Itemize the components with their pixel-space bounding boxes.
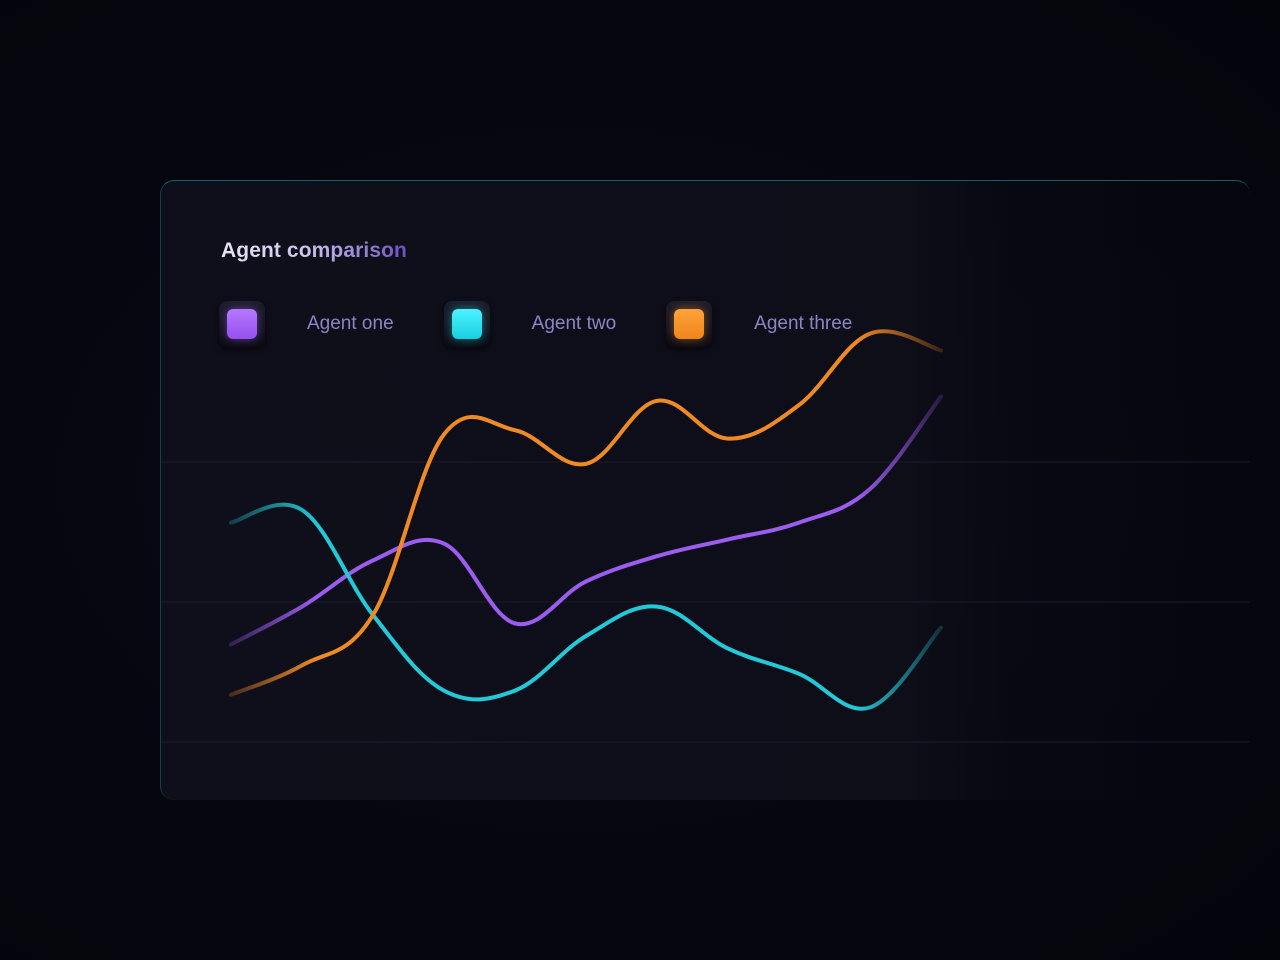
data-point-agent-three-3 <box>438 428 450 440</box>
data-point-agent-three-7 <box>722 433 734 445</box>
data-point-agent-two-7 <box>722 643 734 655</box>
data-point-agent-three-5 <box>580 458 592 470</box>
data-point-agent-one-1 <box>296 601 308 613</box>
data-point-agent-three-2 <box>367 609 379 621</box>
data-point-agent-three-6 <box>651 395 663 407</box>
legend-swatch-frame <box>666 301 713 347</box>
legend-label-agent-two: Agent two <box>531 313 617 334</box>
legend-swatch-frame <box>443 301 490 347</box>
data-point-agent-two-8 <box>793 668 805 680</box>
data-point-agent-three-9 <box>864 328 876 340</box>
data-point-agent-one-9 <box>864 483 876 495</box>
data-point-agent-two-1 <box>296 504 308 516</box>
data-point-agent-one-7 <box>722 533 734 545</box>
chart-card: Agent comparison Agent one Agent two Age… <box>160 180 1250 800</box>
data-point-agent-three-4 <box>509 424 521 436</box>
legend-label-agent-one: Agent one <box>307 313 394 334</box>
data-point-agent-two-5 <box>580 630 592 642</box>
legend-swatch-agent-one <box>227 309 257 339</box>
chart-legend: Agent one Agent two Agent three <box>219 299 902 349</box>
legend-swatch-agent-two <box>451 309 482 339</box>
legend-swatch-agent-three <box>674 309 705 339</box>
data-point-agent-two-4 <box>509 685 521 697</box>
data-point-agent-one-2 <box>367 554 379 566</box>
legend-label-agent-three: Agent three <box>754 313 853 334</box>
data-point-agent-three-10 <box>935 344 947 356</box>
line-chart <box>161 328 1250 743</box>
series-line-agent-one <box>229 394 943 647</box>
legend-item-agent-two[interactable]: Agent two <box>443 301 617 347</box>
series-lines <box>225 328 947 713</box>
data-point-agent-one-5 <box>580 575 592 587</box>
chart-title: Agent comparison <box>221 239 407 262</box>
data-point-agent-three-1 <box>296 659 308 671</box>
series-line-agent-two <box>229 502 943 711</box>
data-point-agent-one-0 <box>225 638 237 650</box>
legend-item-agent-one[interactable]: Agent one <box>219 301 394 347</box>
data-point-agent-one-3 <box>438 538 450 550</box>
data-point-agent-two-6 <box>651 601 663 613</box>
legend-item-agent-three[interactable]: Agent three <box>666 301 852 347</box>
data-point-agent-two-10 <box>935 622 947 634</box>
data-point-agent-one-6 <box>651 550 663 562</box>
data-point-agent-two-0 <box>225 517 237 529</box>
data-point-agent-one-8 <box>793 517 805 529</box>
grid-lines <box>161 461 1250 743</box>
series-line-agent-three <box>229 329 943 697</box>
data-point-agent-one-4 <box>509 617 521 629</box>
data-point-agent-three-0 <box>225 689 237 701</box>
data-point-agent-two-3 <box>438 685 450 697</box>
data-point-agent-three-8 <box>793 399 805 411</box>
data-point-agent-one-10 <box>935 391 947 403</box>
data-point-agent-two-9 <box>864 701 876 713</box>
legend-swatch-frame <box>219 301 265 347</box>
